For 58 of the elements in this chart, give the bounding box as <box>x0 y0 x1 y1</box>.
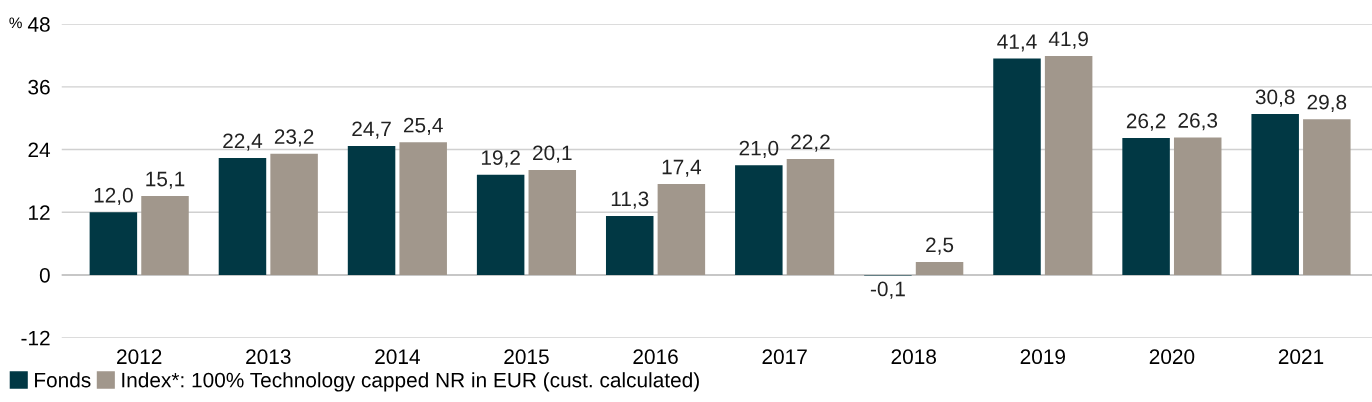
y-tick-label: 12 <box>29 205 50 220</box>
x-tick-label: 2012 <box>117 349 162 365</box>
data-label: 15,1 <box>146 171 185 189</box>
y-tick-label: 48 <box>27 17 50 32</box>
bar <box>141 196 189 275</box>
data-label: 20,1 <box>533 145 572 163</box>
bar <box>605 215 654 275</box>
bar <box>399 142 447 275</box>
data-label: 11,3 <box>611 191 649 209</box>
bar <box>1122 138 1170 275</box>
data-label: 19,2 <box>481 150 520 168</box>
bar <box>1173 137 1222 275</box>
data-label: 41,9 <box>1048 31 1088 49</box>
legend-label: Fonds <box>35 372 91 388</box>
legend-label: Index*: 100% Technology capped NR in EUR (cust. calculated) <box>122 372 699 392</box>
data-label: 22,4 <box>223 133 263 151</box>
x-tick-label: 2019 <box>1020 349 1066 365</box>
data-label: 2,5 <box>926 237 954 255</box>
bar <box>89 212 138 275</box>
bar <box>915 261 964 275</box>
x-tick-label: 2014 <box>375 349 420 365</box>
data-label: 22,2 <box>791 134 830 152</box>
y-tick-label: 24 <box>28 142 51 158</box>
data-label: 21,0 <box>739 140 779 159</box>
y-tick-label: 36 <box>28 79 50 95</box>
data-label: 12,0 <box>94 187 133 206</box>
data-label: 30,8 <box>1255 89 1295 107</box>
data-label: 29,8 <box>1307 94 1347 113</box>
bar <box>347 145 396 275</box>
x-tick-label: 2017 <box>762 349 807 365</box>
bar <box>528 169 577 275</box>
data-label: 23,2 <box>274 129 314 147</box>
x-tick-label: 2015 <box>504 349 549 365</box>
x-tick-label: 2016 <box>633 349 678 365</box>
data-label: 26,2 <box>1126 113 1166 131</box>
x-tick-label: 2020 <box>1149 349 1195 365</box>
bar <box>1303 119 1351 275</box>
bar <box>1044 56 1093 275</box>
data-label: 17,4 <box>662 159 702 177</box>
bar <box>657 184 706 275</box>
y-axis-title: % <box>9 17 22 29</box>
bar <box>218 157 267 275</box>
bar <box>786 158 835 275</box>
x-tick-label: 2013 <box>246 349 291 365</box>
data-label: 24,7 <box>352 121 391 139</box>
y-tick-label: 0 <box>39 267 50 283</box>
x-tick-label: 2021 <box>1278 349 1324 365</box>
data-label: 41,4 <box>997 34 1037 52</box>
data-label: 25,4 <box>403 117 443 136</box>
bar <box>993 58 1041 275</box>
y-tick-label: -12 <box>21 330 50 346</box>
x-tick-label: 2018 <box>891 349 936 365</box>
bar <box>270 153 318 275</box>
bar <box>735 165 783 275</box>
data-label: 26,3 <box>1178 113 1218 131</box>
bar <box>1251 114 1299 275</box>
data-label: -0,1 <box>870 281 905 299</box>
bar <box>476 174 525 275</box>
